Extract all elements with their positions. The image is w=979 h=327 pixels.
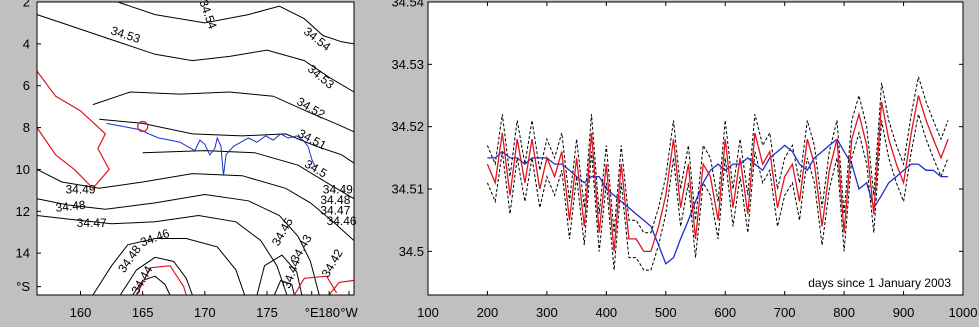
contour-line xyxy=(99,118,355,164)
ts-x-tick-label: 400 xyxy=(595,305,617,320)
contour-line xyxy=(117,1,355,45)
map-y-tick-label: 8 xyxy=(23,120,30,135)
ts-axes-background xyxy=(428,2,963,295)
contour-label: 34.46 xyxy=(327,214,357,228)
ts-x-tick-label: 800 xyxy=(833,305,855,320)
ts-y-tick-label: 34.5 xyxy=(399,244,424,259)
series-line-model xyxy=(487,138,949,265)
contour-line xyxy=(36,214,288,296)
map-y-tick-label: 10 xyxy=(16,162,30,177)
ts-x-tick-label: 300 xyxy=(536,305,558,320)
map-y-axis: 2 4 6 8 10 12 14 °S xyxy=(16,0,41,294)
contour-line xyxy=(273,279,295,296)
ts-y-tick-label: 34.51 xyxy=(391,182,424,197)
contour-label: 34.48 xyxy=(55,198,87,215)
ts-y-tick-label: 34.52 xyxy=(391,119,424,134)
series-line-argo xyxy=(486,95,949,253)
map-x-tick-label: 160 xyxy=(70,305,92,320)
contour-line xyxy=(119,256,193,296)
contour-line xyxy=(36,193,320,296)
ts-y-tick-label: 34.54 xyxy=(391,0,424,10)
contour-label: 34.47 xyxy=(320,203,350,217)
map-x-axis: 160 165 170 175 °E 180 °W xyxy=(70,291,358,320)
map-x-tick-label: 170 xyxy=(194,305,216,320)
ts-x-tick-label: 900 xyxy=(893,305,915,320)
series-line-argo-lower xyxy=(486,114,949,271)
map-y-tick-label: 4 xyxy=(23,36,30,51)
contour-label: 34.49 xyxy=(323,183,353,197)
contour-label: 34.47 xyxy=(77,216,107,230)
map-x-tick-label: °W xyxy=(340,305,358,320)
contour-label: 34.48 xyxy=(320,193,350,207)
contour-line xyxy=(132,275,171,296)
ts-y-tick-label: 34.53 xyxy=(391,57,424,72)
map-y-tick-label: 12 xyxy=(16,204,30,219)
ts-y-axis: 34.5 34.51 34.52 34.53 34.54 xyxy=(391,0,963,259)
series-line-argo-upper xyxy=(486,76,949,234)
ts-axes-frame xyxy=(427,1,964,296)
map-y-tick-label: °S xyxy=(16,279,30,294)
ts-x-tick-label: 600 xyxy=(714,305,736,320)
red-outline xyxy=(135,265,187,296)
map-contours xyxy=(36,1,355,296)
map-x-tick-label: °E xyxy=(305,305,319,320)
map-x-tick-label: 175 xyxy=(256,305,278,320)
contour-line xyxy=(36,14,355,93)
red-outline xyxy=(36,70,110,190)
ts-x-tick-label: 200 xyxy=(477,305,499,320)
map-y-tick-label: 2 xyxy=(23,0,30,10)
time-series-panel: 100 200 300 400 500 600 700 800 900 1000 34.534.5… xyxy=(391,0,977,320)
ts-x-tick-label: 700 xyxy=(774,305,796,320)
ts-x-tick-label: 1000 xyxy=(949,305,978,320)
ts-annotation: days since 1 January 2003 xyxy=(808,276,951,290)
map-x-tick-label: 180 xyxy=(318,305,340,320)
contour-line xyxy=(36,168,355,241)
contour-line xyxy=(92,238,246,296)
ts-series-lines xyxy=(486,76,949,271)
ts-x-tick-label: 100 xyxy=(417,305,439,320)
map-x-tick-label: 165 xyxy=(132,305,154,320)
map-y-tick-label: 14 xyxy=(16,246,30,261)
map-red-outlines xyxy=(36,70,355,296)
ts-x-axis: 100 200 300 400 500 600 700 800 900 1000 xyxy=(417,2,977,320)
contour-line xyxy=(256,254,303,296)
red-outline xyxy=(328,279,355,296)
trajectory-line xyxy=(106,122,316,176)
map-trajectory xyxy=(106,120,316,176)
contour-line xyxy=(92,91,355,133)
ts-x-tick-label: 500 xyxy=(655,305,677,320)
map-y-tick-label: 6 xyxy=(23,78,30,93)
contour-label: 34.49 xyxy=(65,183,95,197)
map-axes-frame xyxy=(36,1,355,296)
trajectory-start-marker xyxy=(137,120,149,133)
red-outline xyxy=(293,275,338,296)
contour-line xyxy=(142,150,355,200)
